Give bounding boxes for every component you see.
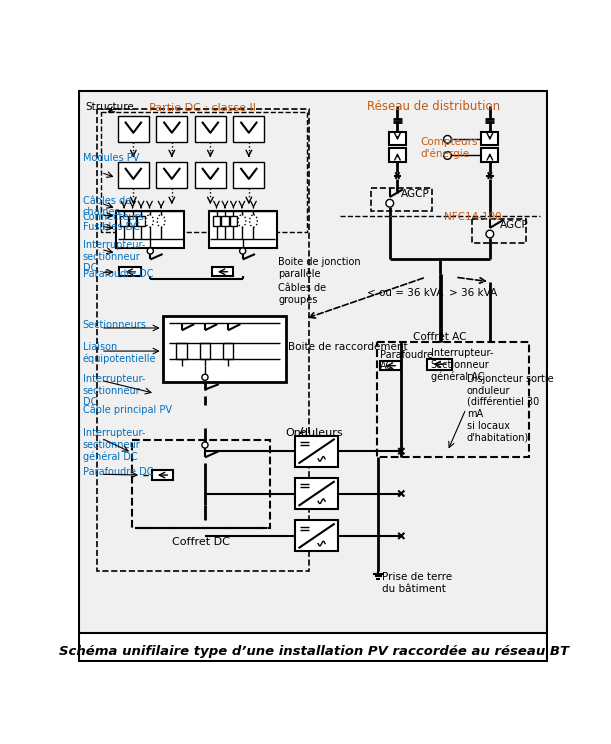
Text: Disjoncteur sortie
onduleur
(différentiel 30
mA
si locaux
d'habitation): Disjoncteur sortie onduleur (différentie… — [467, 374, 554, 442]
Text: Fusibles DC: Fusibles DC — [82, 222, 139, 231]
Bar — [296, 436, 338, 466]
Bar — [177, 344, 187, 359]
Ellipse shape — [145, 215, 153, 227]
Text: Parafoudre DC: Parafoudre DC — [82, 466, 153, 477]
Bar — [101, 112, 307, 231]
Ellipse shape — [238, 215, 246, 227]
Text: Liaison
équipotentielle: Liaison équipotentielle — [82, 341, 156, 364]
Text: Câble principal PV: Câble principal PV — [82, 405, 172, 415]
Text: < ou = 36 kVA: < ou = 36 kVA — [367, 288, 443, 298]
Text: Modules PV: Modules PV — [82, 153, 139, 163]
Bar — [118, 162, 148, 187]
Text: Sectionneurs: Sectionneurs — [82, 320, 147, 330]
Text: AGCP: AGCP — [401, 190, 430, 199]
Text: Interrupteur-
sectionneur
général DC: Interrupteur- sectionneur général DC — [82, 428, 145, 462]
Bar — [428, 359, 452, 370]
Ellipse shape — [250, 215, 257, 227]
Bar — [472, 219, 526, 243]
Bar — [156, 116, 187, 141]
Text: Parafoudre DC: Parafoudre DC — [82, 269, 153, 279]
Bar — [222, 344, 233, 359]
Circle shape — [147, 248, 153, 254]
Bar — [230, 216, 237, 226]
Text: Onduleurs: Onduleurs — [286, 428, 343, 438]
Bar — [137, 216, 145, 226]
Bar — [296, 478, 338, 509]
Bar — [200, 344, 210, 359]
Bar — [212, 267, 233, 276]
Text: Parafoudre
AC: Parafoudre AC — [380, 350, 433, 371]
Circle shape — [444, 135, 452, 143]
Text: Connecteurs: Connecteurs — [82, 213, 144, 222]
Text: Interrupteur-
Sectionneur
général AC: Interrupteur- Sectionneur général AC — [431, 348, 493, 382]
Bar — [370, 187, 432, 211]
Text: NFC14-100: NFC14-100 — [444, 212, 501, 222]
Bar — [129, 216, 136, 226]
Bar — [117, 211, 184, 248]
Text: Partie DC : classe II: Partie DC : classe II — [148, 103, 256, 113]
Bar — [120, 216, 128, 226]
Text: Câbles de
chaînes: Câbles de chaînes — [82, 196, 131, 217]
Text: > 36 kVA: > 36 kVA — [449, 288, 497, 298]
Bar — [221, 216, 229, 226]
Bar — [195, 116, 225, 141]
Bar — [152, 470, 174, 480]
Text: Structure: Structure — [86, 103, 134, 112]
Bar — [380, 361, 401, 371]
Circle shape — [386, 199, 393, 207]
Text: Compteurs
d'énergie: Compteurs d'énergie — [420, 137, 478, 159]
Bar — [213, 216, 221, 226]
Text: Câbles de
groupes: Câbles de groupes — [278, 283, 326, 305]
Bar — [97, 109, 309, 571]
Bar — [376, 341, 529, 458]
Bar — [163, 316, 286, 382]
Text: AGCP: AGCP — [500, 220, 529, 230]
Bar — [118, 116, 148, 141]
Bar — [156, 162, 187, 187]
Circle shape — [202, 442, 208, 448]
Text: Prise de terre
du bâtiment: Prise de terre du bâtiment — [382, 572, 452, 594]
Text: Boite de raccordement: Boite de raccordement — [288, 342, 408, 352]
Bar — [481, 132, 499, 146]
Circle shape — [240, 248, 246, 254]
Text: Interrupteur-
sectionneur
DC: Interrupteur- sectionneur DC — [82, 240, 145, 273]
Bar — [296, 521, 338, 551]
Text: Coffret DC: Coffret DC — [172, 537, 230, 548]
Text: Interrupteur-
sectionneur
DC: Interrupteur- sectionneur DC — [82, 374, 145, 408]
Bar — [233, 162, 264, 187]
Circle shape — [202, 374, 208, 380]
Text: Coffret AC: Coffret AC — [413, 332, 466, 341]
Ellipse shape — [157, 215, 165, 227]
Bar — [233, 116, 264, 141]
Bar — [132, 440, 271, 528]
Text: Réseau de distribution: Réseau de distribution — [367, 100, 500, 113]
Bar — [389, 148, 406, 161]
Circle shape — [486, 230, 494, 238]
Text: Boite de jonction
parallèle: Boite de jonction parallèle — [278, 257, 360, 279]
Bar — [209, 211, 277, 248]
Bar — [195, 162, 225, 187]
Bar — [120, 267, 141, 276]
Bar — [481, 148, 499, 161]
Text: Schéma unifilaire type d’une installation PV raccordée au réseau BT: Schéma unifilaire type d’une installatio… — [59, 645, 568, 658]
Bar — [79, 633, 547, 661]
Bar — [389, 132, 406, 146]
Circle shape — [444, 152, 452, 159]
